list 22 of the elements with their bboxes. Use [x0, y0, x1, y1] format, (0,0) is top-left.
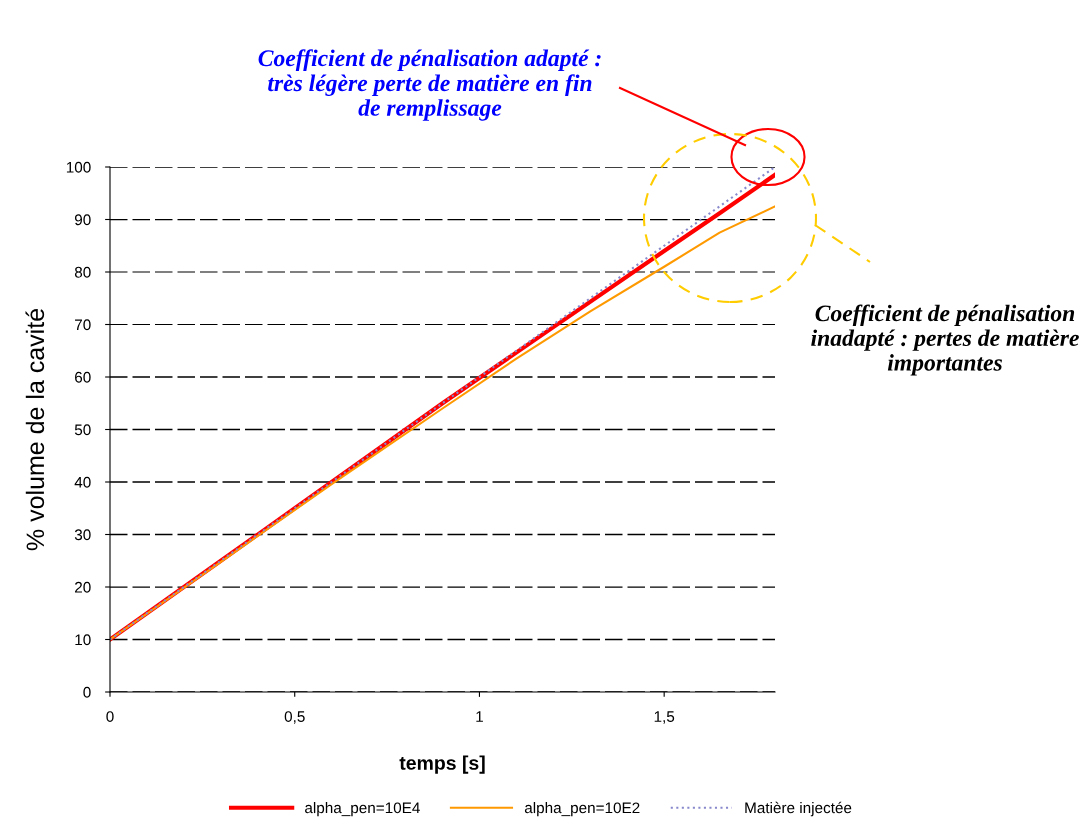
y-tick-label: 70	[75, 319, 91, 331]
y-tick-label: 50	[74, 424, 91, 436]
x-tick-label: 0,5	[284, 711, 305, 724]
x-axis-title: temps [s]	[399, 755, 485, 774]
x-tick-label: 1,5	[654, 711, 675, 724]
legend-label: alpha_pen=10E4	[305, 802, 420, 817]
y-tick-label: 10	[75, 634, 91, 646]
x-tick-label: 0	[106, 711, 114, 722]
y-tick-label: 40	[74, 476, 91, 488]
legend-label: alpha_pen=10E2	[524, 802, 640, 817]
y-tick-label: 100	[66, 161, 91, 173]
y-tick-label: 60	[75, 371, 91, 383]
legend-label: Matière injectée	[745, 801, 852, 817]
y-axis-title: % volume de la cavité	[25, 309, 45, 551]
y-tick-label: 30	[74, 529, 91, 541]
y-tick-label: 80	[74, 266, 91, 278]
y-tick-label: 0	[83, 686, 91, 698]
text: Coefficient de pénalisation inadapté : pertes de matière importantes	[811, 304, 1079, 376]
x-tick-label: 1	[476, 711, 483, 722]
text: Coefficient de pénalisation adapté : très légère perte de matière en fin de remplissage	[258, 49, 601, 121]
y-tick-label: 90	[74, 214, 91, 226]
y-tick-label: 20	[75, 581, 91, 593]
